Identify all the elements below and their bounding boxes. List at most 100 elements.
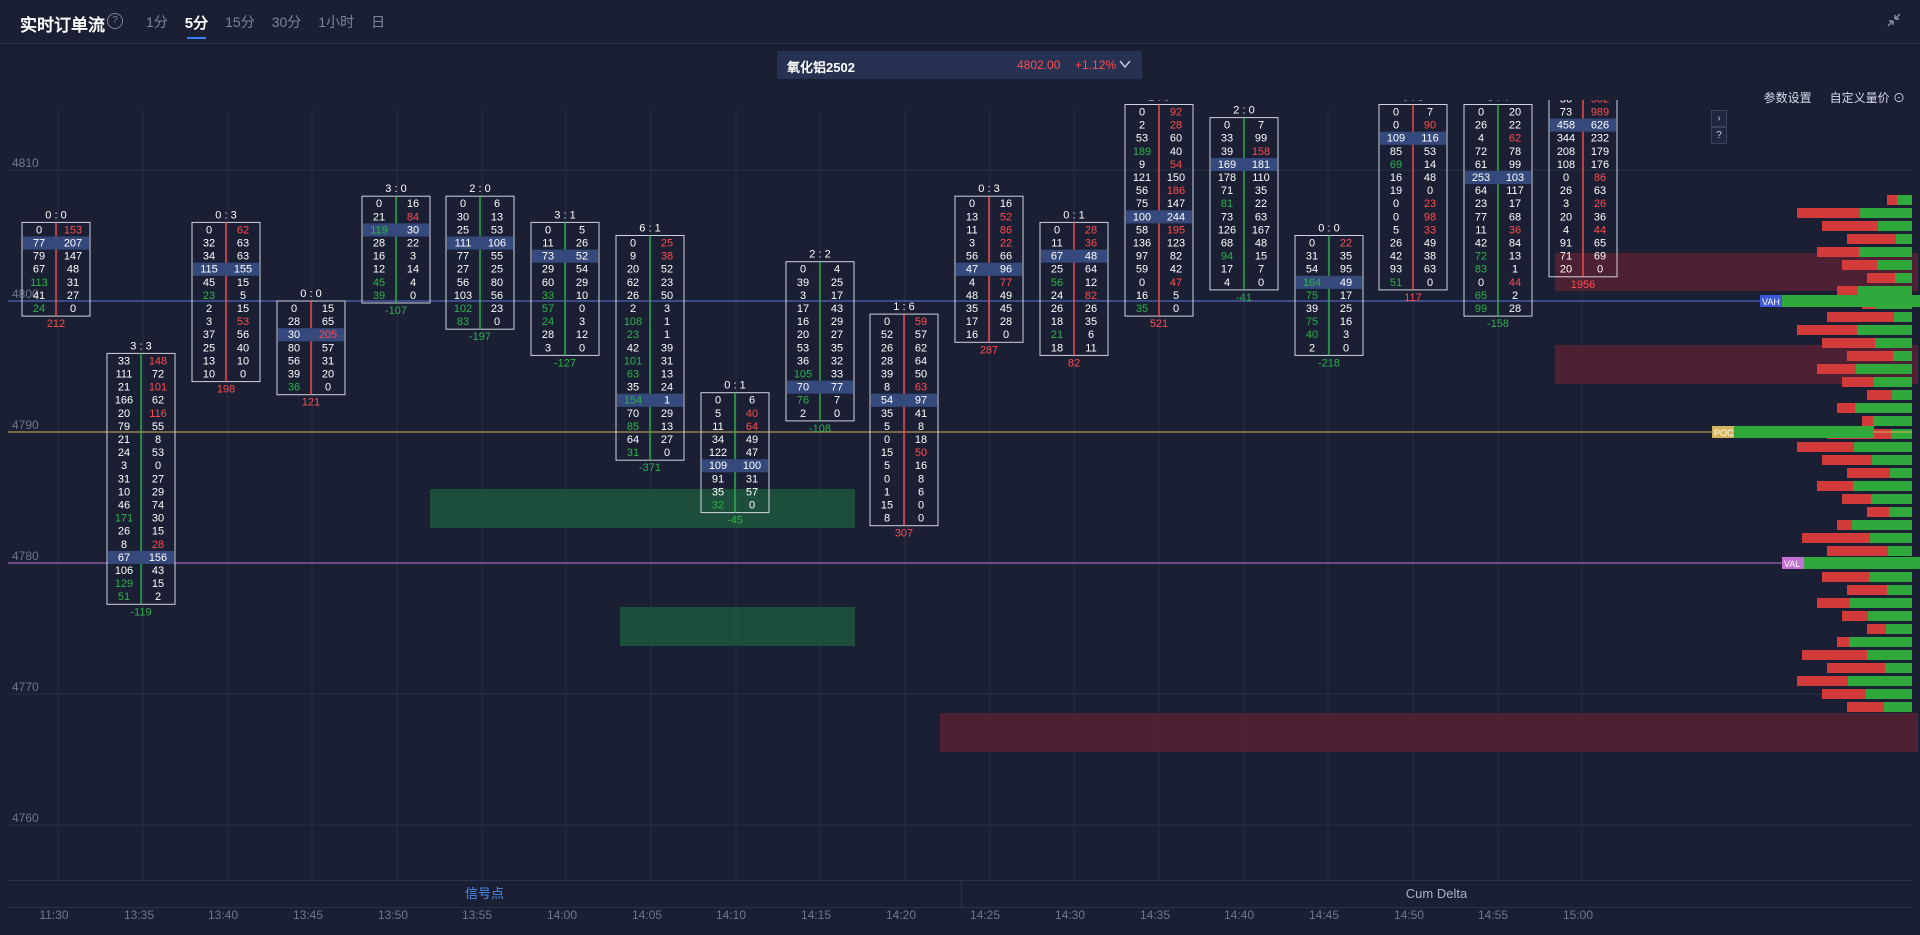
bar-poc-row xyxy=(108,550,174,564)
bar-delta: 1956 xyxy=(1571,279,1595,291)
bid-volume: 20 xyxy=(1560,264,1572,276)
collapse-icon[interactable] xyxy=(1886,12,1902,28)
help-small-icon[interactable]: ? xyxy=(1711,127,1727,144)
expand-right-icon[interactable]: › xyxy=(1711,110,1727,127)
ask-volume: 28 xyxy=(1085,224,1097,236)
ask-volume: 0 xyxy=(1173,303,1179,315)
bid-volume: 48 xyxy=(966,290,978,302)
bid-volume: 189 xyxy=(1133,146,1151,158)
bid-volume: 19 xyxy=(1390,185,1402,197)
bid-volume: 129 xyxy=(115,578,133,590)
ask-volume: 63 xyxy=(1594,185,1606,197)
ask-volume: 99 xyxy=(1255,133,1267,145)
profile-sell-bar xyxy=(1842,260,1877,270)
ask-volume: 4 xyxy=(410,277,416,289)
tab-1hour[interactable]: 1小时 xyxy=(318,14,355,30)
bid-volume: 31 xyxy=(118,473,130,485)
ask-volume: 14 xyxy=(1424,159,1436,171)
ask-volume: 15 xyxy=(152,578,164,590)
ask-volume: 84 xyxy=(407,211,419,223)
cum-delta-panel-tab[interactable]: Cum Delta xyxy=(1405,886,1468,901)
ask-volume: 35 xyxy=(831,342,843,354)
params-settings-button[interactable]: 参数设置 xyxy=(1763,91,1812,105)
ask-volume: 96 xyxy=(1000,264,1012,276)
profile-sell-bar xyxy=(1842,377,1874,387)
profile-sell-bar xyxy=(1817,247,1859,257)
ask-volume: 31 xyxy=(661,355,673,367)
ask-volume: 176 xyxy=(1591,159,1609,171)
tab-5min[interactable]: 5分 xyxy=(185,12,208,39)
ask-volume: 15 xyxy=(152,526,164,538)
bid-volume: 65 xyxy=(1475,290,1487,302)
ask-volume: 38 xyxy=(661,251,673,263)
profile-sell-bar xyxy=(1862,416,1873,426)
tab-day[interactable]: 日 xyxy=(371,14,386,30)
bar-imbalance-count: 3 : 0 xyxy=(385,183,406,195)
ask-volume: 1 xyxy=(664,316,670,328)
bid-volume: 20 xyxy=(118,408,130,420)
profile-buy-bar xyxy=(1848,676,1912,686)
tab-30min[interactable]: 30分 xyxy=(271,14,302,30)
ask-volume: 0 xyxy=(1258,277,1264,289)
profile-sell-bar xyxy=(1817,364,1856,374)
bid-volume: 21 xyxy=(118,382,130,394)
profile-sell-bar xyxy=(1887,195,1897,205)
ask-volume: 53 xyxy=(1424,146,1436,158)
bid-volume: 126 xyxy=(1218,224,1236,236)
bar-delta: 521 xyxy=(1150,318,1168,330)
tab-1min[interactable]: 1分 xyxy=(146,14,168,30)
bid-volume: 0 xyxy=(884,434,890,446)
ask-volume: 0 xyxy=(1597,264,1603,276)
bid-volume: 75 xyxy=(1306,290,1318,302)
bid-volume: 101 xyxy=(624,355,642,367)
signal-panel-tab[interactable]: 信号点 xyxy=(8,881,962,907)
custom-price-button[interactable]: 自定义量价 ⊙ xyxy=(1830,89,1905,106)
bid-volume: 54 xyxy=(1306,264,1318,276)
bid-volume: 0 xyxy=(969,198,975,210)
bid-volume: 1 xyxy=(884,486,890,498)
bar-poc-row xyxy=(193,262,259,276)
top-bar: 实时订单流 ? 1分 5分 15分 30分 1小时 日 xyxy=(0,0,1920,44)
ask-volume: 27 xyxy=(661,434,673,446)
bid-volume: 32 xyxy=(712,500,724,512)
bid-volume: 0 xyxy=(715,395,721,407)
poc-tag-bg xyxy=(1712,426,1734,438)
profile-buy-bar xyxy=(1885,663,1912,673)
ask-volume: 13 xyxy=(661,421,673,433)
bid-volume: 26 xyxy=(1560,185,1572,197)
bid-volume: 28 xyxy=(542,329,554,341)
bid-volume: 68 xyxy=(1221,238,1233,250)
ask-volume: 82 xyxy=(1170,251,1182,263)
bid-volume: 24 xyxy=(33,303,45,315)
ask-volume: 179 xyxy=(1591,146,1609,158)
bar-imbalance-count: 0 : 3 xyxy=(978,183,999,195)
bid-volume: 52 xyxy=(881,329,893,341)
bid-volume: 56 xyxy=(966,251,978,263)
time-tick-label: 14:00 xyxy=(546,908,578,922)
ask-volume: 22 xyxy=(1340,238,1352,250)
symbol-selector[interactable]: 氧化铝2502 4802.00 +1.12% xyxy=(777,51,1142,79)
ask-volume: 43 xyxy=(831,303,843,315)
tab-15min[interactable]: 15分 xyxy=(225,14,255,30)
bid-volume: 53 xyxy=(1136,133,1148,145)
profile-sell-bar xyxy=(1842,611,1868,621)
ask-volume: 116 xyxy=(1421,133,1439,145)
ask-volume: 2 xyxy=(1512,290,1518,302)
bar-delta: -218 xyxy=(1318,357,1340,369)
ask-volume: 64 xyxy=(746,421,758,433)
bid-volume: 111 xyxy=(455,238,472,250)
profile-buy-bar xyxy=(1856,364,1912,374)
bid-volume: 0 xyxy=(1224,120,1230,132)
bid-volume: 33 xyxy=(1221,133,1233,145)
ask-volume: 0 xyxy=(834,408,840,420)
bid-volume: 17 xyxy=(1221,264,1233,276)
bid-volume: 70 xyxy=(627,408,639,420)
imbalance-zone xyxy=(620,607,855,646)
bar-delta: -371 xyxy=(639,462,661,474)
ask-volume: 74 xyxy=(152,500,164,512)
help-icon[interactable]: ? xyxy=(107,13,123,29)
time-tick-label: 14:20 xyxy=(885,908,917,922)
